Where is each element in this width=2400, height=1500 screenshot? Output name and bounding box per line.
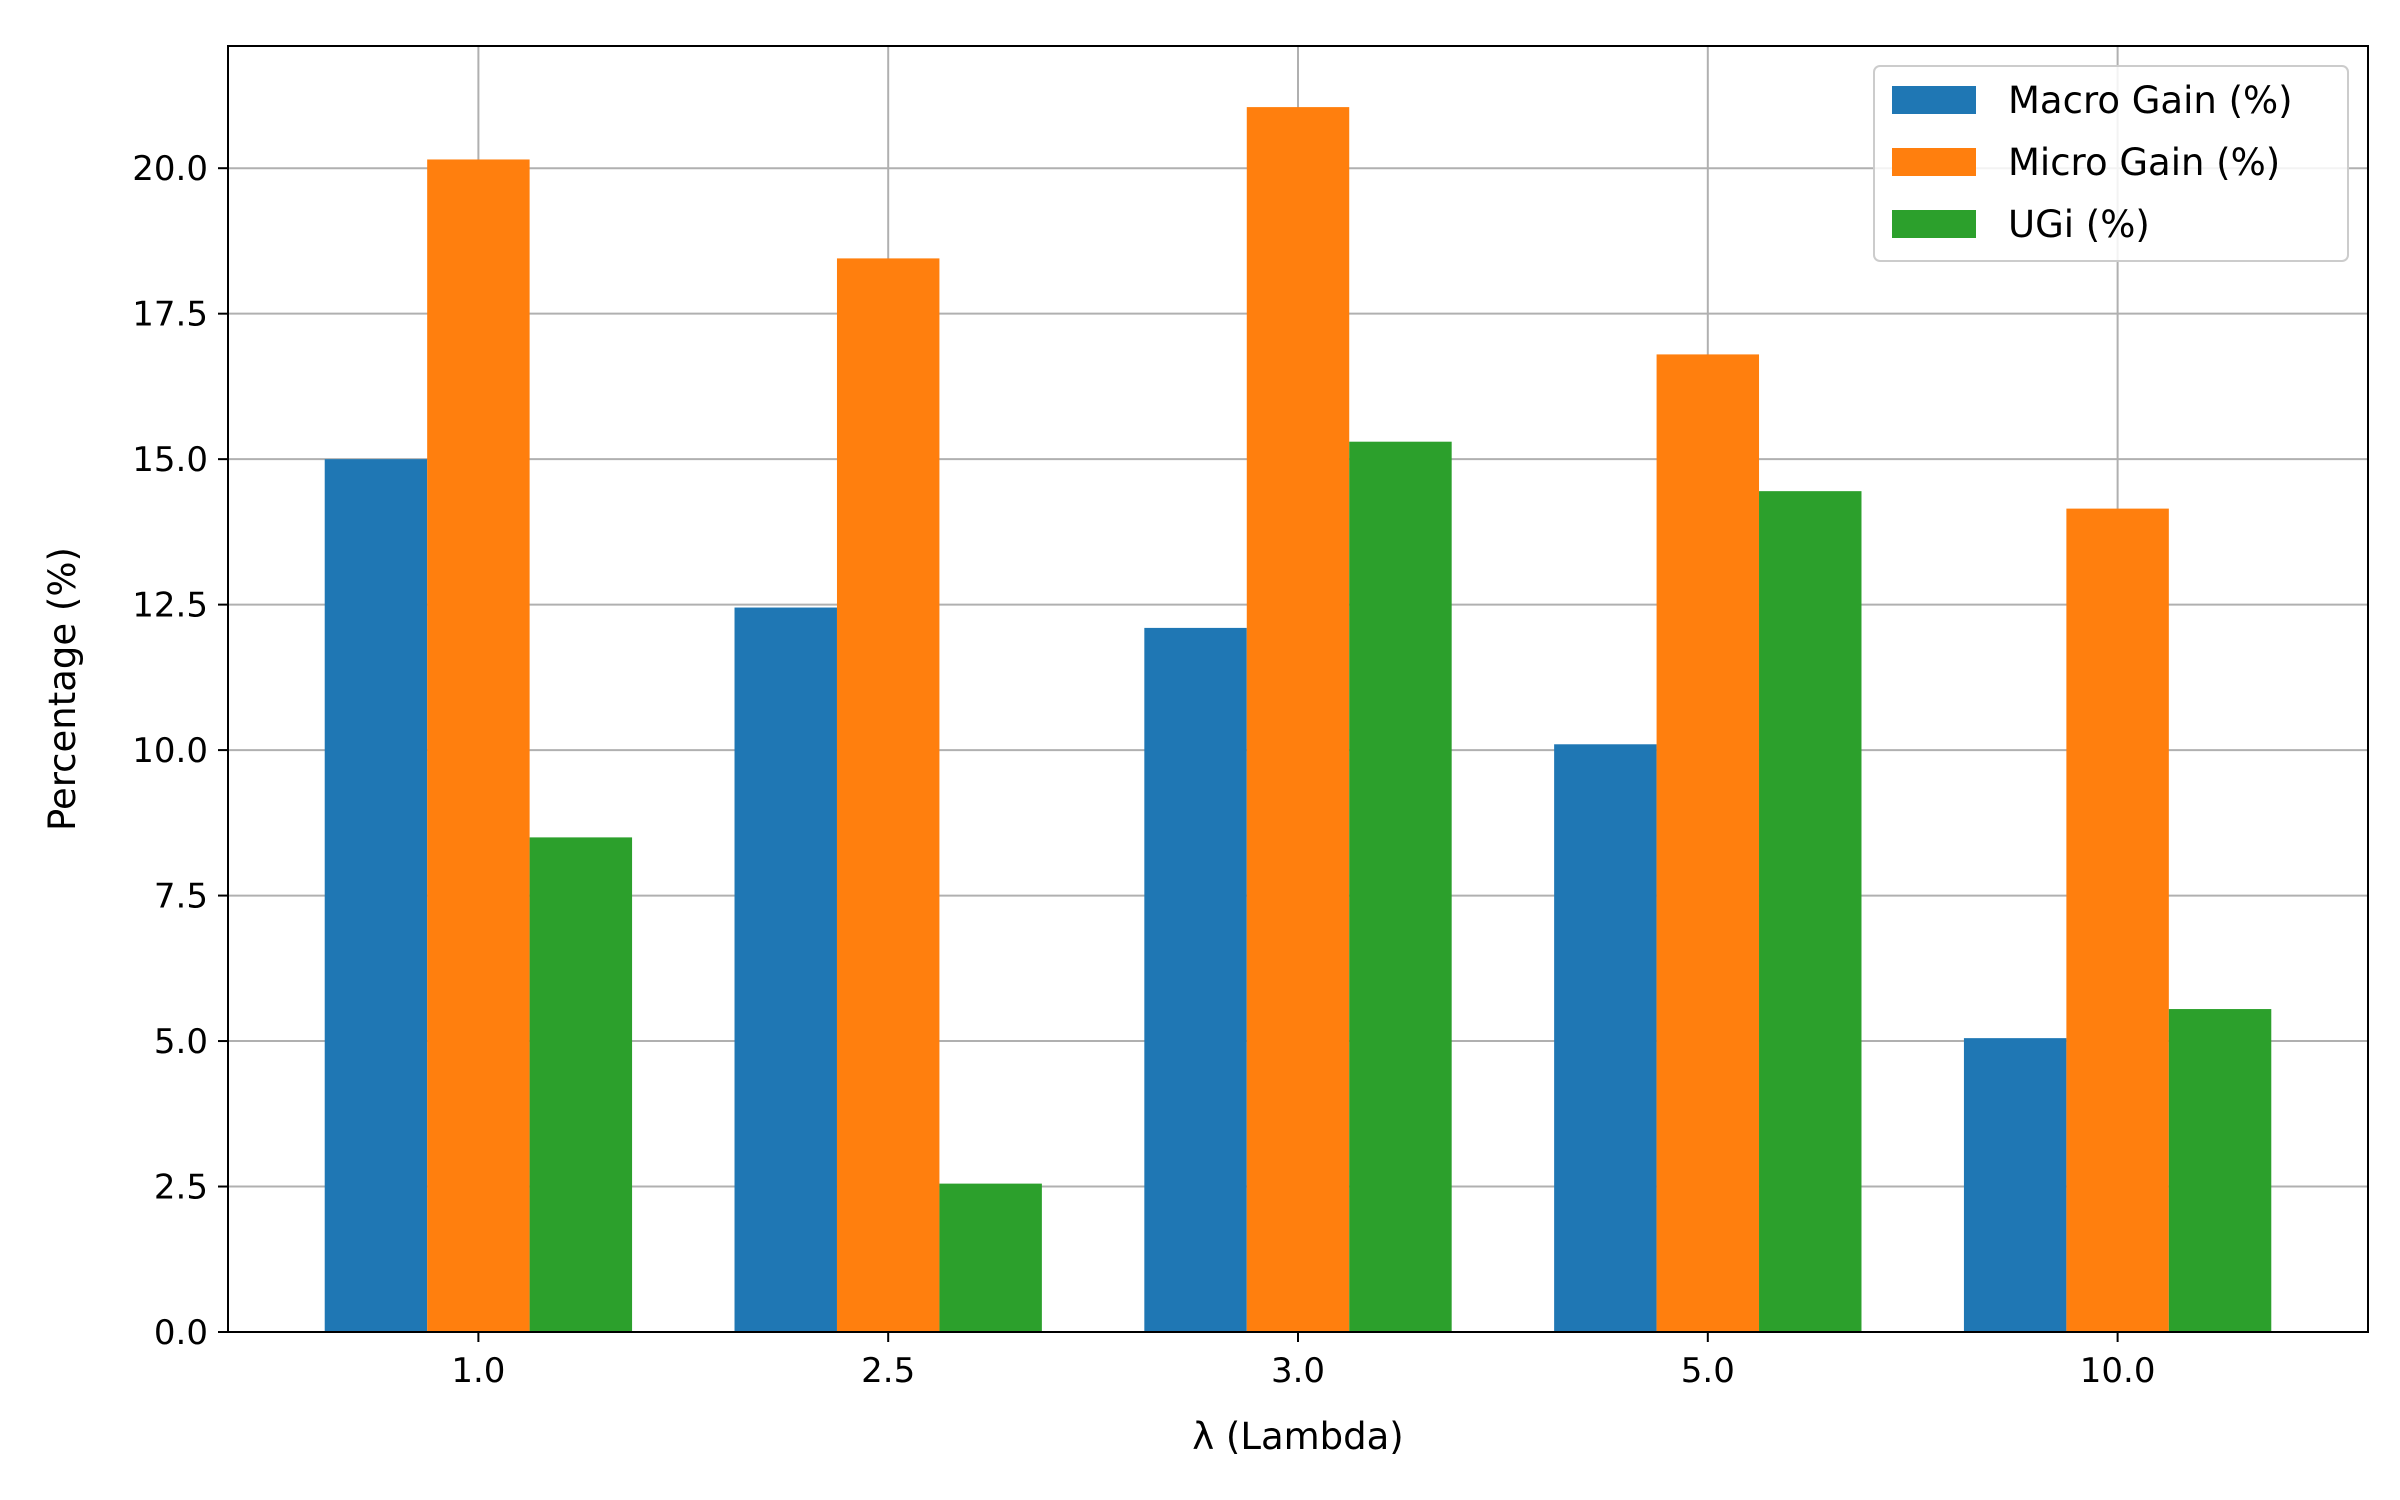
bar-5.0-series-1: [1656, 354, 1760, 1332]
x-tick-label: 5.0: [1681, 1351, 1735, 1391]
y-tick-label: 12.5: [132, 586, 208, 626]
legend-label: UGi (%): [2008, 203, 2150, 246]
legend: Macro Gain (%) Micro Gain (%) UGi (%): [1873, 65, 2349, 262]
y-tick-label: 10.0: [132, 731, 208, 771]
bars: [324, 107, 2272, 1333]
bar-5.0-series-0: [1554, 744, 1657, 1332]
y-axis-label: Percentage (%): [41, 547, 84, 831]
x-axis-label: λ (Lambda): [1192, 1415, 1404, 1458]
y-tick-label: 20.0: [132, 149, 208, 189]
x-tick-label: 2.5: [861, 1351, 915, 1391]
bar-2.5-series-1: [836, 258, 940, 1332]
bar-3.0-series-1: [1246, 107, 1350, 1332]
bar-1.0-series-2: [529, 837, 633, 1332]
legend-box: [1873, 65, 2349, 262]
y-axis: 0.0 2.5 5.0 7.5 10.0 12.5 15.0 17.5 20.0: [132, 149, 228, 1353]
bar-1.0-series-1: [427, 159, 530, 1332]
y-tick-label: 17.5: [132, 295, 208, 335]
bar-1.0-series-0: [324, 459, 428, 1333]
legend-label: Macro Gain (%): [2008, 79, 2293, 122]
legend-swatch: [1892, 148, 1976, 176]
legend-label: Micro Gain (%): [2008, 141, 2280, 184]
y-tick-label: 7.5: [154, 877, 208, 917]
x-tick-label: 1.0: [451, 1351, 505, 1391]
x-tick-label: 3.0: [1271, 1351, 1325, 1391]
y-tick-label: 2.5: [154, 1168, 208, 1208]
bar-3.0-series-0: [1144, 627, 1247, 1332]
bar-2.5-series-0: [734, 607, 837, 1332]
bar-10.0-series-2: [2168, 1009, 2272, 1332]
x-tick-label: 10.0: [2080, 1351, 2156, 1391]
bar-10.0-series-0: [1963, 1038, 2067, 1332]
x-axis: 1.0 2.5 3.0 5.0 10.0: [451, 1332, 2155, 1391]
y-tick-label: 15.0: [132, 440, 208, 480]
bar-3.0-series-2: [1349, 441, 1452, 1332]
bar-5.0-series-2: [1759, 491, 1862, 1333]
y-tick-label: 0.0: [154, 1313, 208, 1353]
legend-swatch: [1892, 210, 1976, 238]
bar-2.5-series-2: [939, 1183, 1042, 1332]
y-tick-label: 5.0: [154, 1022, 208, 1062]
bar-10.0-series-1: [2066, 508, 2169, 1333]
legend-swatch: [1892, 86, 1976, 114]
